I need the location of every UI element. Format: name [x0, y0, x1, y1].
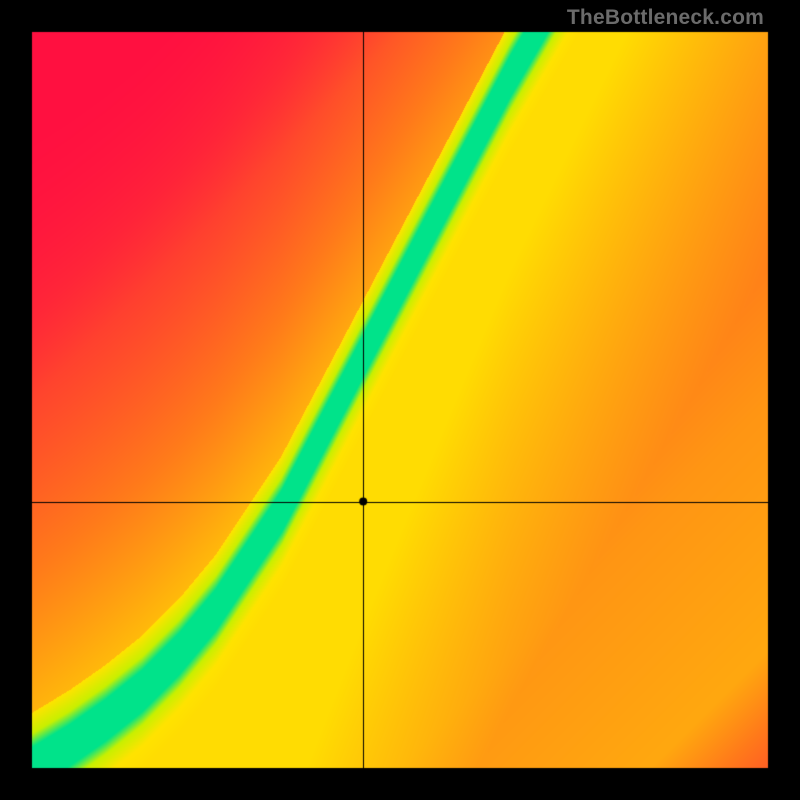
- chart-container: TheBottleneck.com: [0, 0, 800, 800]
- heatmap-canvas: [0, 0, 800, 800]
- watermark-text: TheBottleneck.com: [567, 6, 764, 30]
